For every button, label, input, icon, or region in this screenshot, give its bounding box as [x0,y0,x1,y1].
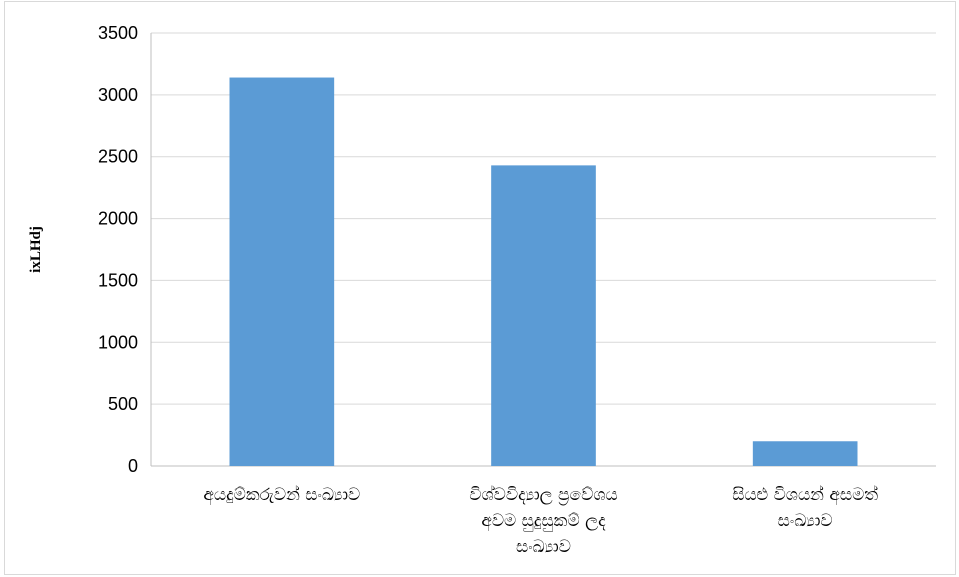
x-category-label: විශ්වවිද්‍යාල ප්‍රවේශය අවම සුදුසුකම් ලද සං… [469,485,617,557]
x-category-label: සියළු විශයන් අසමත් සංඛ්‍යාව [732,485,878,531]
x-category-label-line: සියළු විශයන් අසමත් [732,485,878,506]
bars [229,77,858,467]
x-category-label-line: සංඛ්‍යාව [516,537,571,557]
y-axis-ticks: 0 500 1000 1500 2000 2500 3000 3500 [98,23,138,476]
y-tick-label: 3500 [98,23,138,43]
y-tick-label: 500 [108,394,138,414]
bar [491,165,596,467]
y-tick-label: 3000 [98,85,138,105]
x-category-label-line: සංඛ්‍යාව [778,511,833,531]
chart-frame [4,1,956,575]
x-axis-categories: අයදුම්කරුවන් සංඛ්‍යාව විශ්වවිද්‍යාල ප්‍රව… [203,485,878,557]
y-tick-label: 2000 [98,209,138,229]
x-category-label-line: අයදුම්කරුවන් සංඛ්‍යාව [203,485,360,506]
x-category-label-line: විශ්වවිද්‍යාල ප්‍රවේශය [469,485,617,505]
y-axis-label: ixLHdj [28,226,44,273]
x-category-label-line: අවම සුදුසුකම් ලද [481,511,606,532]
bar [752,441,858,466]
x-category-label: අයදුම්කරුවන් සංඛ්‍යාව [203,485,360,506]
y-tick-label: 2500 [98,147,138,167]
y-tick-label: 0 [128,456,138,476]
y-tick-label: 1000 [98,332,138,352]
y-tick-label: 1500 [98,270,138,290]
bar [229,77,335,466]
